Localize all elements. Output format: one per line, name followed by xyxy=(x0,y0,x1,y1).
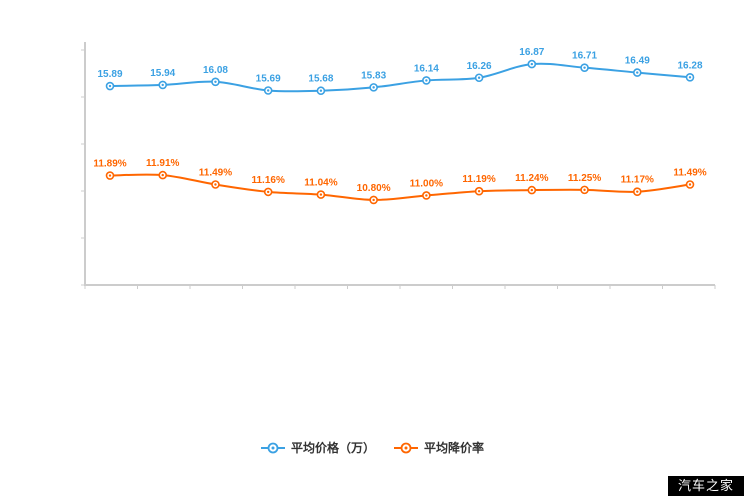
price-trend-chart: 15.89 15.94 16.08 15.69 15.68 15.83 16.14 16.26… xyxy=(81,42,716,289)
data-label: 10.80% xyxy=(357,183,391,194)
data-point-dot xyxy=(688,183,692,186)
data-point-dot xyxy=(425,79,428,82)
data-label: 11.16% xyxy=(251,175,284,186)
data-label: 11.19% xyxy=(462,174,495,185)
data-label: 15.83 xyxy=(361,70,386,81)
data-label: 15.69 xyxy=(256,74,281,85)
data-label: 11.00% xyxy=(410,178,443,189)
data-point-dot xyxy=(161,173,164,177)
data-point-dot xyxy=(319,193,323,196)
data-point-dot xyxy=(425,194,428,197)
data-point-dot xyxy=(530,188,534,192)
data-point-dot xyxy=(636,71,639,74)
data-label: 11.89% xyxy=(93,159,126,170)
data-point-dot xyxy=(108,84,112,88)
chart-legend: 平均价格（万） 平均降价率 xyxy=(0,442,744,454)
data-label: 16.26 xyxy=(467,61,492,72)
data-point-dot xyxy=(477,190,481,193)
data-label: 11.91% xyxy=(146,158,179,169)
data-point-dot xyxy=(583,66,586,69)
data-point-dot xyxy=(266,89,270,92)
series-line-0 xyxy=(109,62,691,93)
data-label: 15.89 xyxy=(97,69,122,80)
data-point-dot xyxy=(583,188,586,192)
legend-item-average-price[interactable]: 平均价格（万） xyxy=(260,442,375,454)
data-label: 11.24% xyxy=(515,173,548,184)
data-point-dot xyxy=(161,83,164,87)
data-label: 11.17% xyxy=(621,175,654,186)
data-point-dot xyxy=(214,183,217,186)
line-marker-icon xyxy=(394,442,418,454)
legend-label-average-discount: 平均降价率 xyxy=(424,441,485,455)
data-label: 15.68 xyxy=(308,74,333,85)
legend-label-average-price: 平均价格（万） xyxy=(290,441,375,455)
data-label: 16.71 xyxy=(572,51,597,62)
legend-item-average-discount[interactable]: 平均降价率 xyxy=(393,442,484,454)
data-label: 11.49% xyxy=(673,168,706,179)
data-point-dot xyxy=(372,86,375,89)
data-label: 16.14 xyxy=(414,63,439,74)
chart-axes xyxy=(84,42,715,286)
data-point-dot xyxy=(214,80,217,83)
data-point-dot xyxy=(688,76,692,79)
data-point-dot xyxy=(319,89,323,92)
data-point-dot xyxy=(530,62,534,66)
autohome-watermark: 汽车之家 xyxy=(667,476,744,496)
data-point-dot xyxy=(108,174,112,177)
data-point-dot xyxy=(372,198,375,202)
data-label: 16.49 xyxy=(625,56,650,67)
series-line-1 xyxy=(109,173,691,201)
data-label: 11.49% xyxy=(199,168,232,179)
data-point-dot xyxy=(477,76,481,79)
data-point-dot xyxy=(636,190,639,193)
data-label: 16.08 xyxy=(203,65,228,76)
line-marker-icon xyxy=(260,442,285,454)
data-label: 11.04% xyxy=(304,178,337,189)
data-label: 11.25% xyxy=(568,173,601,184)
data-label: 15.94 xyxy=(150,68,175,79)
data-label: 16.87 xyxy=(519,47,544,58)
data-point-dot xyxy=(266,190,270,194)
data-label: 16.28 xyxy=(677,60,702,71)
